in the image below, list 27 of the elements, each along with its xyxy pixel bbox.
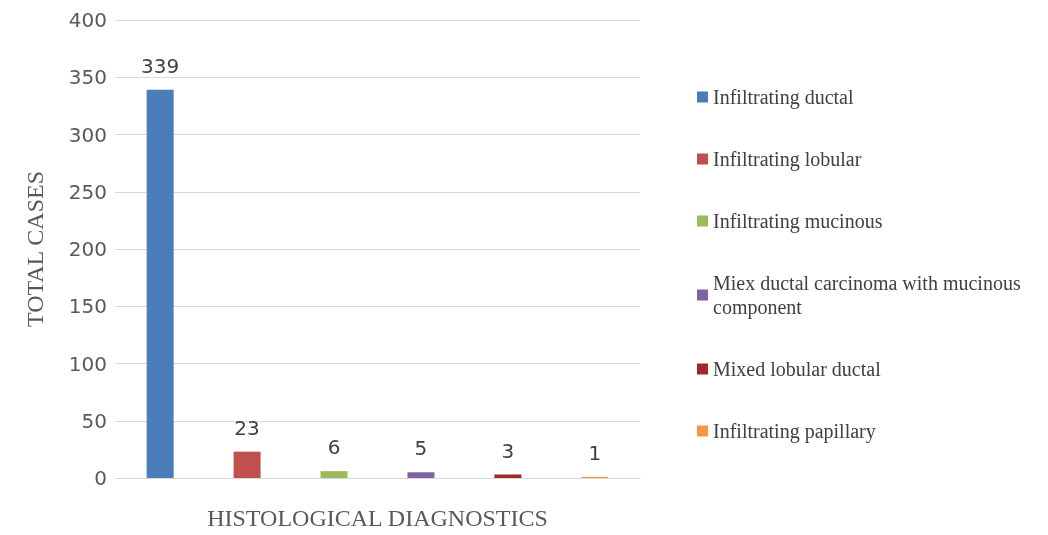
bar xyxy=(320,471,348,478)
data-label: 5 xyxy=(414,436,428,461)
bar xyxy=(146,89,174,478)
data-label: 23 xyxy=(234,415,260,440)
legend-label: Miex ductal carcinoma with mucinous component xyxy=(713,272,1026,319)
y-tick-label: 0 xyxy=(94,466,107,490)
bar xyxy=(233,451,261,478)
y-tick-label: 400 xyxy=(68,8,107,32)
legend-label: Infiltrating ductal xyxy=(713,86,854,109)
y-tick-label: 50 xyxy=(81,408,107,433)
legend-label: Infiltrating mucinous xyxy=(713,210,883,233)
legend-label: Mixed lobular ductal xyxy=(713,358,882,380)
legend-label: Infiltrating lobular xyxy=(713,148,862,171)
y-tick-label: 300 xyxy=(68,122,107,147)
bar xyxy=(407,472,435,478)
y-tick-label: 200 xyxy=(68,237,107,261)
data-label: 6 xyxy=(327,435,341,460)
data-label: 3 xyxy=(501,438,515,463)
legend-label: Infiltrating papillary xyxy=(713,420,876,443)
x-axis-title: HISTOLOGICAL DIAGNOSTICS xyxy=(207,505,548,531)
y-tick-label: 250 xyxy=(68,179,107,204)
y-tick-label: 350 xyxy=(68,65,107,90)
data-label: 1 xyxy=(588,440,602,465)
y-tick-label: 150 xyxy=(68,294,107,319)
y-tick-label: 100 xyxy=(68,351,107,376)
y-axis-title: TOTAL CASES xyxy=(22,170,48,328)
data-label: 339 xyxy=(141,53,180,78)
